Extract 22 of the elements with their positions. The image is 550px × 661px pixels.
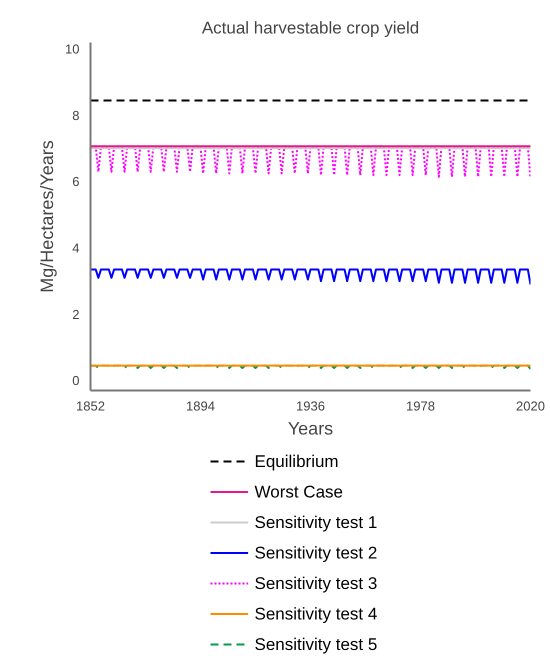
legend-label: Worst Case xyxy=(254,482,343,502)
line-series xyxy=(90,268,530,286)
x-axis-title: Years xyxy=(288,418,334,438)
y-tick-label: 2 xyxy=(72,306,80,322)
x-tick-label: 2020 xyxy=(516,398,545,414)
chart-title: Actual harvestable crop yield xyxy=(202,18,420,38)
legend-label: Sensitivity test 4 xyxy=(254,604,378,624)
x-tick-label: 1936 xyxy=(296,398,325,414)
legend-label: Sensitivity test 1 xyxy=(254,513,378,532)
y-tick-label: 6 xyxy=(72,174,80,190)
legend-label: Equilibrium xyxy=(254,452,339,471)
y-tick-label: 10 xyxy=(65,42,80,57)
legend-label: Sensitivity test 2 xyxy=(254,544,378,562)
y-tick-label: 0 xyxy=(72,373,80,388)
y-tick-label: 8 xyxy=(72,108,80,123)
x-tick-label: 1852 xyxy=(76,398,105,414)
legend-label: Sensitivity test 5 xyxy=(254,635,378,654)
y-axis-title: Mg/Hectares/Years xyxy=(37,140,58,293)
legend-label: Sensitivity test 3 xyxy=(254,574,378,593)
y-tick-label: 4 xyxy=(72,240,80,256)
x-tick-label: 1894 xyxy=(186,398,215,414)
x-tick-label: 1978 xyxy=(406,398,435,414)
